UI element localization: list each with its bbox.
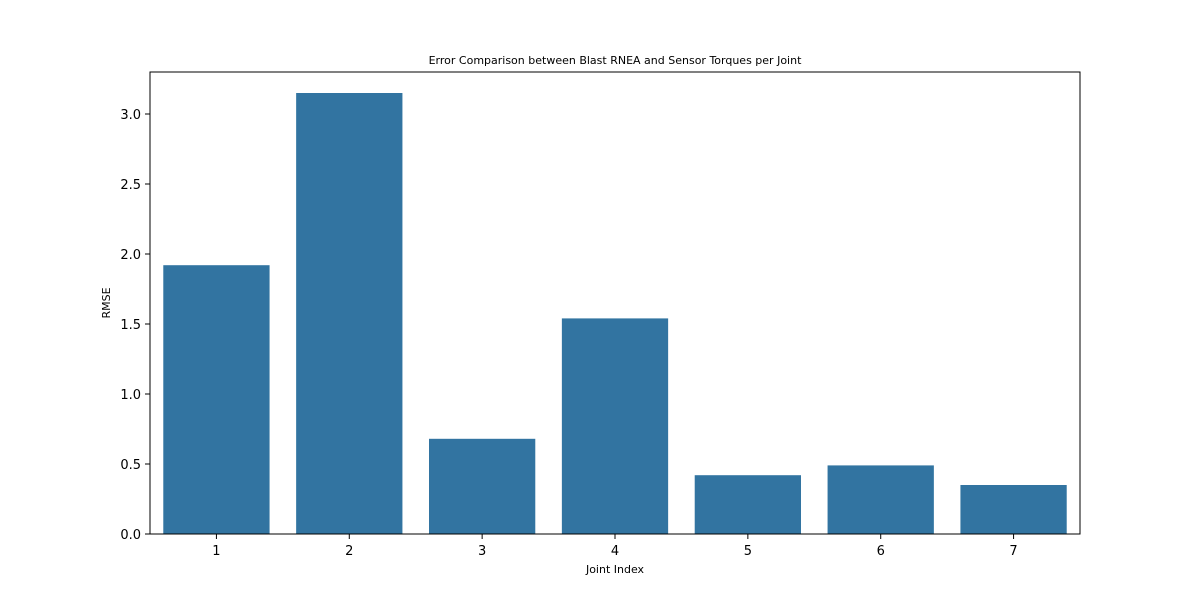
x-axis-label: Joint Index bbox=[585, 563, 645, 576]
x-tick-label: 3 bbox=[478, 544, 486, 559]
bar-joint-1 bbox=[163, 265, 270, 534]
axes-group: 1 2 3 4 5 6 7 0.0 0.5 1.0 1.5 2.0 2.5 3.0 bbox=[120, 71, 1081, 559]
bar-joint-7 bbox=[960, 485, 1067, 534]
x-tick-label: 2 bbox=[345, 544, 353, 559]
bar-joint-5 bbox=[694, 475, 801, 534]
y-tick-label: 1.0 bbox=[120, 388, 141, 403]
chart-title: Error Comparison between Blast RNEA and … bbox=[429, 54, 802, 67]
x-tick-label: 7 bbox=[1009, 544, 1017, 559]
y-tick-label: 2.5 bbox=[120, 178, 141, 193]
x-tick-label: 4 bbox=[611, 544, 619, 559]
bar-joint-4 bbox=[561, 318, 669, 534]
x-tick-label: 5 bbox=[744, 544, 752, 559]
bar-joint-6 bbox=[827, 465, 934, 534]
y-tick-label: 3.0 bbox=[120, 108, 141, 123]
bar-joint-3 bbox=[429, 438, 536, 534]
y-axis-label: RMSE bbox=[100, 287, 113, 318]
y-tick-label: 0.5 bbox=[120, 458, 141, 473]
bars-group bbox=[163, 93, 1067, 534]
y-tick-label: 2.0 bbox=[120, 248, 141, 263]
bar-joint-2 bbox=[296, 93, 403, 534]
y-tick-label: 0.0 bbox=[120, 528, 141, 543]
y-tick-label: 1.5 bbox=[120, 318, 141, 333]
x-tick-label: 6 bbox=[877, 544, 885, 559]
x-tick-label: 1 bbox=[212, 544, 220, 559]
